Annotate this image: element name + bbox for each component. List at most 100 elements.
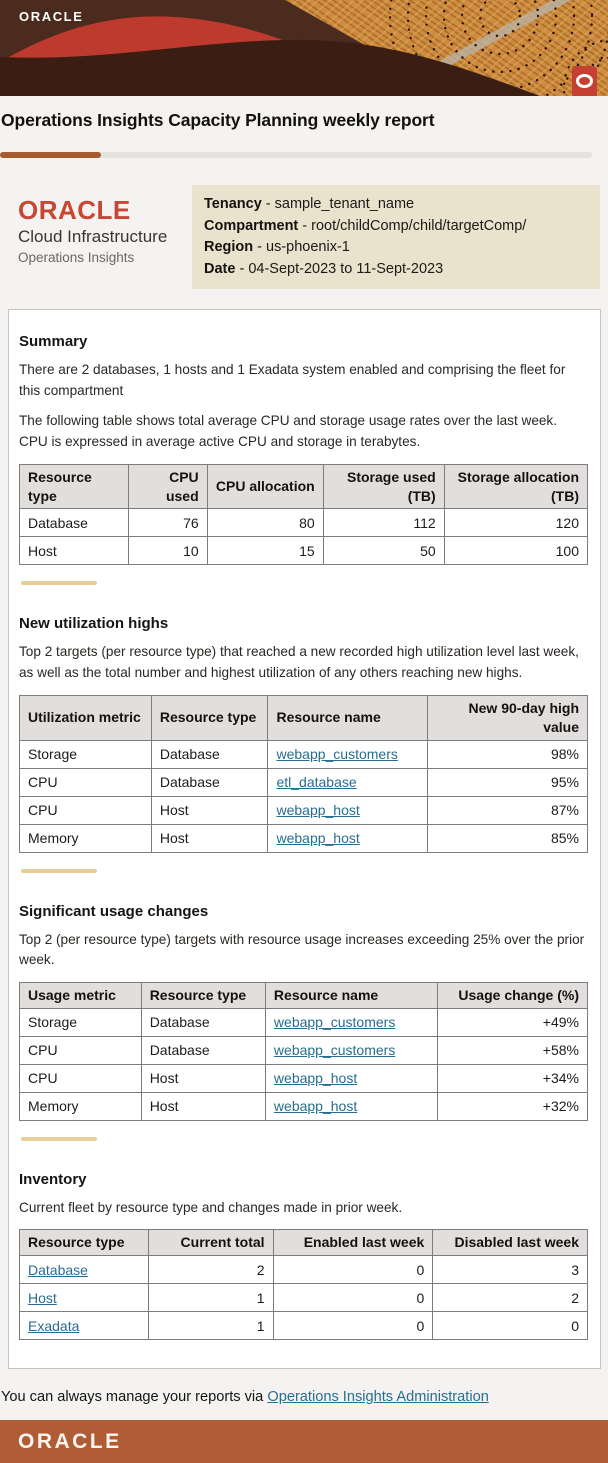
meta-tenancy: Tenancy - sample_tenant_name (204, 194, 588, 216)
report-meta-box: Tenancy - sample_tenant_name Compartment… (192, 185, 600, 289)
usage-changes-table: Usage metric Resource type Resource name Us… (19, 981, 588, 1121)
table-cell: Database (19, 508, 129, 538)
table-cell: 0 (272, 1311, 434, 1341)
table-cell: Host (18, 1283, 150, 1313)
page-title: Operations Insights Capacity Planning we… (1, 110, 435, 130)
table-cell: Database (150, 767, 269, 797)
inventory-paragraph: Current fleet by resource type and chang… (19, 1199, 403, 1215)
table-row: CPU Database webapp_customers +58% (19, 1035, 588, 1065)
section-heading-utilization-highs: New utilization highs (19, 615, 169, 633)
table-cell: 0 (272, 1283, 434, 1313)
meta-label: Date (204, 260, 236, 277)
resource-link[interactable]: webapp_customers (273, 1014, 396, 1031)
section-divider (21, 868, 97, 873)
section-heading-usage-changes: Significant usage changes (19, 902, 209, 920)
resource-link[interactable]: webapp_host (276, 802, 360, 818)
resource-link[interactable]: webapp_host (273, 1070, 358, 1087)
meta-value: root/childComp/child/targetComp/ (311, 217, 527, 234)
utilization-highs-table: Utilization metric Resource type Resource … (19, 694, 588, 853)
summary-table: Resource type CPU used CPU allocation Stora… (19, 463, 589, 566)
table-cell: 120 (443, 508, 589, 538)
meta-label: Tenancy (204, 196, 262, 212)
report-card: Summary There are 2 databases, 1 hosts a… (8, 309, 601, 1370)
table-row: Database 2 0 3 (18, 1255, 588, 1285)
resource-link[interactable]: Database (28, 1261, 88, 1278)
table-header-row: Resource type Current total Enabled last w… (18, 1229, 588, 1257)
column-header: Resource name (267, 694, 429, 741)
brand-product-label: Cloud Infrastructure (18, 227, 168, 246)
column-header: Utilization metric (19, 694, 152, 741)
column-header: Usage metric (19, 981, 142, 1009)
column-header: Resource type (19, 463, 129, 510)
table-cell: 80 (206, 508, 324, 538)
table-row: Exadata 1 0 0 (18, 1311, 588, 1341)
table-cell: 0 (272, 1255, 434, 1285)
meta-value: sample_tenant_name (274, 196, 415, 212)
table-cell: 76 (127, 508, 208, 538)
table-header-row: Resource type CPU used CPU allocation Stora… (19, 463, 589, 510)
brand-block: ORACLE Cloud Infrastructure Operations I… (18, 185, 192, 265)
table-header-row: Utilization metric Resource type Resource … (19, 694, 588, 741)
administration-link[interactable]: Operations Insights Administration (267, 1389, 489, 1406)
table-cell: Host (150, 823, 269, 853)
table-row: Memory Host webapp_host +32% (19, 1091, 588, 1121)
table-cell: 2 (432, 1283, 588, 1313)
meta-compartment: Compartment - root/childComp/child/targe… (204, 216, 588, 238)
resource-link[interactable]: webapp_host (273, 1098, 358, 1115)
report-identity-row: ORACLE Cloud Infrastructure Operations I… (18, 185, 600, 289)
table-row: Storage Database webapp_customers 98% (19, 739, 588, 769)
resource-link[interactable]: Exadata (28, 1317, 80, 1334)
column-header: CPU allocation (206, 463, 324, 510)
section-divider (21, 581, 97, 586)
resource-link[interactable]: webapp_customers (273, 1042, 396, 1059)
table-cell: 1 (148, 1283, 274, 1313)
table-cell: Host (150, 795, 269, 825)
table-cell: 1 (148, 1311, 274, 1341)
table-cell: webapp_host (264, 1091, 439, 1121)
resource-link[interactable]: Host (28, 1289, 57, 1306)
meta-value: us-phoenix-1 (266, 239, 350, 255)
table-cell: webapp_customers (267, 739, 429, 769)
column-header: Resource type (150, 694, 269, 741)
title-divider-accent (0, 152, 101, 158)
table-cell: 85% (427, 823, 588, 853)
column-header: Current total (148, 1229, 274, 1257)
title-divider (0, 152, 592, 158)
column-header: Resource type (18, 1229, 150, 1257)
table-cell: 98% (427, 739, 588, 769)
resource-link[interactable]: etl_database (276, 774, 357, 790)
table-cell: 87% (427, 795, 588, 825)
table-cell: Exadata (18, 1311, 150, 1341)
meta-date: Date - 04-Sept-2023 to 11-Sept-2023 (204, 259, 588, 281)
column-header: Usage change (%) (437, 981, 588, 1009)
column-header: Enabled last week (272, 1229, 434, 1257)
section-divider (21, 1136, 97, 1141)
meta-value: 04-Sept-2023 to 11-Sept-2023 (248, 260, 444, 277)
table-cell: webapp_customers (264, 1007, 439, 1037)
table-cell: webapp_host (267, 823, 429, 853)
table-cell: 10 (127, 536, 208, 566)
column-header: Disabled last week (432, 1229, 588, 1257)
manage-reports-line: You can always manage your reports via O… (0, 1389, 608, 1405)
brand-service-label: Operations Insights (18, 250, 135, 265)
resource-link[interactable]: webapp_host (276, 830, 360, 846)
table-cell: 95% (427, 767, 588, 797)
table-cell: 100 (443, 536, 589, 566)
column-header: Storage allocation (TB) (443, 463, 589, 510)
table-cell: CPU (19, 795, 152, 825)
table-cell: Database (150, 739, 269, 769)
resource-link[interactable]: webapp_customers (276, 746, 398, 762)
utilization-highs-paragraph: Top 2 targets (per resource type) that r… (19, 644, 579, 681)
summary-paragraph-2: The following table shows total average … (19, 413, 558, 449)
section-heading-inventory: Inventory (19, 1170, 87, 1188)
table-cell: +32% (437, 1091, 588, 1121)
table-cell: Database (140, 1035, 266, 1065)
table-cell: CPU (19, 1063, 142, 1093)
table-cell: +49% (437, 1007, 588, 1037)
inventory-table: Resource type Current total Enabled last w… (18, 1229, 588, 1341)
table-cell: Database (140, 1007, 266, 1037)
table-row: Host 10 15 50 100 (19, 536, 589, 566)
manage-reports-text: You can always manage your reports via (1, 1389, 268, 1406)
banner: ORACLE (0, 0, 608, 96)
table-cell: 50 (322, 536, 445, 566)
